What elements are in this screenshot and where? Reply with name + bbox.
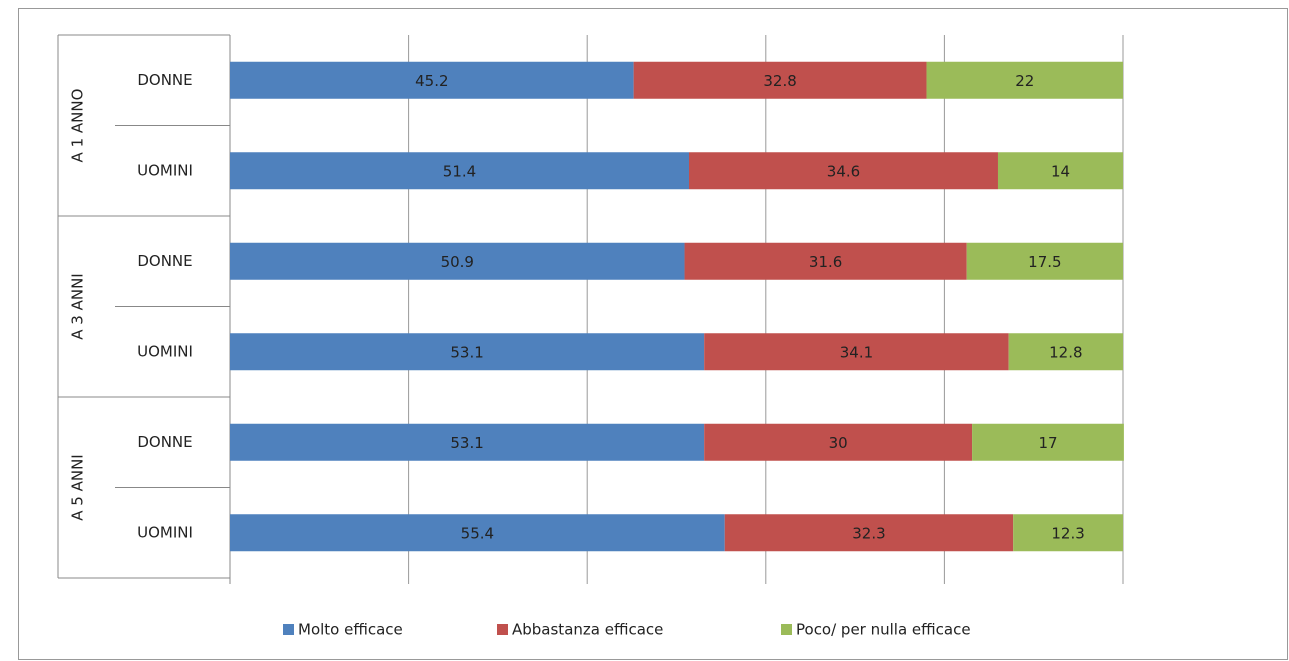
legend-label: Abbastanza efficace — [512, 621, 663, 639]
bar-segment — [684, 242, 967, 280]
data-label: 17 — [1038, 434, 1057, 452]
data-label: 55.4 — [461, 524, 494, 542]
bar-segment — [704, 333, 1009, 371]
group-label: A 1 ANNO — [69, 89, 87, 163]
group-label: A 5 ANNI — [69, 454, 87, 520]
bar-segment — [972, 423, 1124, 461]
bar-segment — [230, 242, 685, 280]
bar-segment — [704, 423, 973, 461]
data-label: 12.8 — [1049, 343, 1082, 361]
data-label: 50.9 — [441, 253, 474, 271]
bar-segment — [230, 152, 690, 190]
data-label: 17.5 — [1028, 253, 1061, 271]
bar-segment — [230, 423, 705, 461]
bar-segment — [230, 514, 725, 552]
data-label: 32.3 — [852, 524, 885, 542]
data-label: 12.3 — [1051, 524, 1084, 542]
data-label: 14 — [1051, 162, 1070, 180]
bar-segment — [633, 61, 927, 99]
data-label: 45.2 — [415, 72, 448, 90]
data-label: 32.8 — [763, 72, 796, 90]
y-tick-label: UOMINI — [137, 161, 193, 179]
legend-swatch — [283, 624, 294, 635]
bar-segment — [230, 333, 705, 371]
legend-swatch — [781, 624, 792, 635]
bar-segment — [724, 514, 1014, 552]
data-label: 53.1 — [450, 434, 483, 452]
data-label: 53.1 — [450, 343, 483, 361]
y-tick-label: UOMINI — [137, 523, 193, 541]
legend-label: Molto efficace — [298, 621, 403, 639]
bar-segment — [230, 61, 634, 99]
bar-segment — [997, 152, 1123, 190]
data-label: 51.4 — [443, 162, 476, 180]
y-tick-label: DONNE — [137, 71, 192, 89]
legend-label: Poco/ per nulla efficace — [796, 621, 971, 639]
bar-segment — [966, 242, 1123, 280]
legend-swatch — [497, 624, 508, 635]
bar-segment — [689, 152, 998, 190]
data-label: 30 — [829, 434, 848, 452]
y-tick-label: DONNE — [137, 433, 192, 451]
data-label: 31.6 — [809, 253, 842, 271]
y-tick-label: UOMINI — [137, 342, 193, 360]
data-label: 34.6 — [827, 162, 860, 180]
bar-segment — [1008, 333, 1123, 371]
bar-segment — [926, 61, 1123, 99]
data-label: 22 — [1015, 72, 1034, 90]
bar-segment — [1013, 514, 1123, 552]
group-label: A 3 ANNI — [69, 273, 87, 339]
data-label: 34.1 — [840, 343, 873, 361]
y-tick-label: DONNE — [137, 252, 192, 270]
